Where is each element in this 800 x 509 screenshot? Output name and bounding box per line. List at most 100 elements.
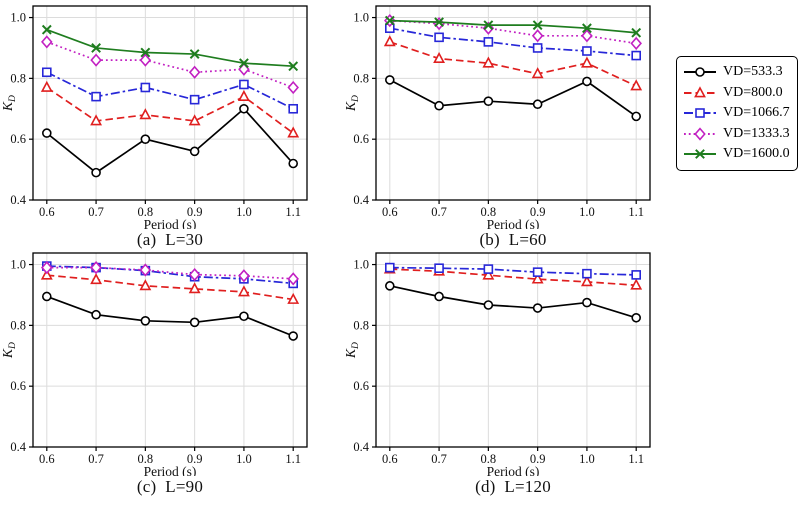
y-tick-label: 1.0 (10, 11, 26, 25)
series-line-square (46, 265, 294, 285)
x-marker (434, 17, 444, 28)
diamond-marker (287, 272, 299, 286)
square-marker (695, 108, 705, 119)
legend-sample-diamond (684, 127, 716, 141)
x-tick-label: 1.1 (285, 452, 301, 466)
triangle-marker (287, 292, 300, 304)
triangle-marker (433, 51, 446, 64)
subplot-a-canvas: 0.6 0.7 0.8 0.9 1.0 1.1 0.4 0.6 0.8 1.0 Period (s)… (0, 5, 308, 229)
y-tick-label: 0.6 (10, 132, 26, 146)
circle-marker (434, 100, 444, 111)
square-marker (91, 91, 101, 102)
x-axis-label: Period (s) (487, 464, 540, 476)
square-marker (41, 67, 52, 78)
series-line-square (389, 266, 637, 276)
triangle-marker (188, 282, 201, 294)
series-line-diamond (46, 41, 294, 89)
triangle-marker (90, 114, 103, 126)
square-marker (434, 32, 444, 43)
square-marker (140, 82, 151, 93)
square-marker (189, 94, 200, 105)
diamond-marker (139, 53, 152, 67)
diamond-marker (90, 53, 102, 67)
triangle-marker (287, 126, 300, 138)
subplot-c-canvas: 0.6 0.7 0.8 0.9 1.0 1.1 0.4 0.6 0.8 1.0 Period (s)… (0, 252, 308, 476)
square-marker (483, 37, 494, 47)
x-marker (288, 61, 299, 72)
x-marker (140, 47, 151, 58)
legend-sample-square (684, 108, 716, 119)
triangle-marker (383, 35, 396, 47)
x-marker (582, 23, 592, 34)
subplot-d: 0.6 0.7 0.8 0.9 1.0 1.1 0.4 0.6 0.8 1.0 Period (s)… (343, 247, 683, 497)
triangle-marker (90, 273, 103, 285)
y-tick-label: 0.6 (10, 379, 26, 393)
triangle-marker (580, 275, 593, 287)
x-tick-label: 0.8 (481, 205, 497, 219)
legend-item: VD=1066.7 (683, 103, 790, 124)
circle-marker (41, 291, 52, 302)
x-tick-label: 1.1 (628, 205, 644, 219)
plot-border (375, 252, 651, 448)
square-marker (631, 270, 642, 280)
x-marker (483, 20, 494, 31)
circle-marker (384, 281, 395, 291)
diamond-marker (694, 127, 706, 141)
triangle-marker (531, 67, 544, 79)
subplot-b-canvas: 0.6 0.7 0.8 0.9 1.0 1.1 0.4 0.6 0.8 1.0 Period (s)… (343, 5, 651, 229)
subplot-c: 0.6 0.7 0.8 0.9 1.0 1.1 0.4 0.6 0.8 1.0 Period (s)… (0, 247, 340, 497)
x-marker (239, 58, 249, 69)
y-axis-label: KD (343, 342, 361, 359)
circle-marker (140, 134, 151, 144)
legend-label: VD=1600.0 (723, 146, 790, 162)
legend-label: VD=800.0 (723, 84, 783, 100)
circle-marker (582, 76, 592, 87)
x-tick-label: 0.6 (382, 205, 398, 219)
y-tick-label: 0.6 (353, 132, 369, 146)
legend-sample-x (684, 149, 716, 160)
x-axis-label: Period (s) (144, 217, 197, 229)
circle-marker (288, 331, 299, 341)
x-marker (41, 24, 52, 35)
circle-marker (532, 303, 543, 313)
x-tick-label: 1.1 (628, 452, 644, 466)
y-tick-label: 1.0 (10, 258, 26, 272)
triangle-marker (482, 56, 495, 68)
circle-marker (631, 312, 642, 323)
x-tick-label: 0.6 (39, 205, 55, 219)
triangle-marker (40, 80, 53, 92)
diamond-marker (90, 260, 102, 275)
series-line-triangle (46, 86, 294, 134)
diamond-marker (41, 260, 53, 275)
subplot-d-canvas: 0.6 0.7 0.8 0.9 1.0 1.1 0.4 0.6 0.8 1.0 Period (s)… (343, 252, 651, 476)
y-tick-label: 0.4 (10, 440, 26, 454)
subplot-b: 0.6 0.7 0.8 0.9 1.0 1.1 0.4 0.6 0.8 1.0 Period (s)… (343, 0, 683, 250)
x-tick-label: 0.8 (481, 452, 497, 466)
square-marker (288, 103, 299, 114)
x-tick-label: 1.0 (236, 205, 252, 219)
circle-marker (189, 146, 200, 157)
plot-border (32, 252, 308, 448)
square-marker (434, 263, 444, 274)
circle-marker (41, 128, 52, 138)
legend: VD=533.3 VD=800.0 VD=1066.7 VD=1333.3 VD=160… (676, 56, 798, 171)
x-tick-label: 0.6 (39, 452, 55, 466)
legend-label: VD=1333.3 (723, 125, 790, 141)
triangle-marker (630, 278, 643, 290)
x-tick-label: 1.0 (579, 452, 595, 466)
series-line-circle (389, 79, 637, 118)
x-tick-label: 0.7 (88, 205, 104, 219)
x-tick-label: 1.0 (579, 205, 595, 219)
circle-marker (140, 316, 151, 326)
circle-marker (582, 297, 592, 308)
series-line-circle (46, 295, 294, 337)
series-line-circle (46, 107, 294, 174)
series-line-square (389, 27, 637, 57)
y-tick-label: 0.6 (353, 379, 369, 393)
subplot-a-caption: (a) L=30 (136, 230, 204, 249)
diamond-marker (188, 267, 201, 282)
diamond-marker (238, 269, 250, 283)
circle-marker (631, 111, 642, 122)
circle-marker (532, 99, 543, 110)
